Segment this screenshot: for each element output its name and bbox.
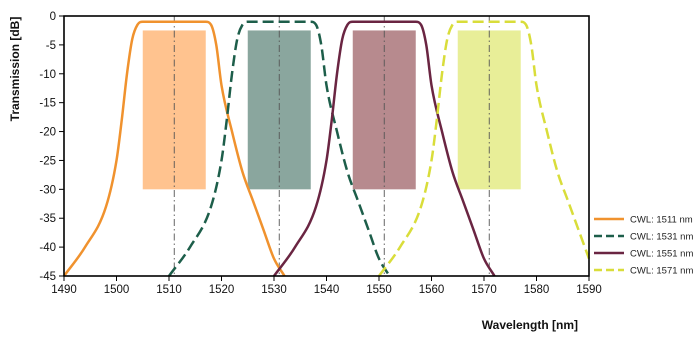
y-tick-label: -15 [39, 98, 56, 110]
x-tick-label: 1500 [104, 284, 130, 296]
x-tick-label: 1550 [366, 284, 392, 296]
y-tick-label: -10 [39, 69, 56, 81]
x-axis-title: Wavelength [nm] [482, 318, 578, 332]
series-group [62, 20, 591, 277]
y-tick-label: -30 [39, 184, 56, 196]
legend-label-2: CWL: 1531 nm [630, 232, 693, 243]
x-tick-label: 1580 [524, 284, 550, 296]
y-axis-title: Transmission [dB] [8, 17, 22, 122]
series-line-1 [62, 20, 286, 277]
y-tick-label: -45 [39, 271, 56, 283]
legend-label-3: CWL: 1551 nm [630, 249, 693, 260]
series-line-3 [272, 20, 496, 277]
x-tick-label: 1490 [51, 284, 77, 296]
x-tick-label: 1540 [314, 284, 340, 296]
y-axis-ticks: 0 -5 -10 -15 -20 -25 -30 -35 -40 -45 [39, 11, 64, 283]
x-tick-label: 1590 [576, 284, 602, 296]
series-line-4 [377, 20, 591, 277]
y-tick-label: -35 [39, 213, 56, 225]
legend: CWL: 1511 nm CWL: 1531 nm CWL: 1551 nm CWL:… [594, 215, 693, 277]
x-axis-ticks: 1490 1500 1510 1520 1530 1540 1550 1560 1570 1580… [51, 276, 602, 296]
x-tick-label: 1530 [261, 284, 287, 296]
legend-label-1: CWL: 1511 nm [630, 215, 693, 226]
x-tick-label: 1570 [471, 284, 497, 296]
x-tick-label: 1510 [156, 284, 182, 296]
y-tick-label: -25 [39, 155, 56, 167]
series-line-2 [167, 20, 391, 277]
y-tick-label: -5 [46, 40, 56, 52]
center-line-group [173, 16, 490, 276]
y-tick-label: -40 [39, 242, 56, 254]
x-tick-label: 1560 [419, 284, 445, 296]
y-tick-label: -20 [39, 127, 56, 139]
x-tick-label: 1520 [209, 284, 235, 296]
legend-label-4: CWL: 1571 nm [630, 266, 693, 277]
y-tick-label: 0 [50, 11, 56, 23]
